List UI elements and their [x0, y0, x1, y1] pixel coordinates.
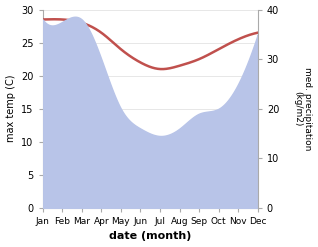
Y-axis label: max temp (C): max temp (C) [5, 75, 16, 143]
X-axis label: date (month): date (month) [109, 231, 191, 242]
Y-axis label: med. precipitation
(kg/m2): med. precipitation (kg/m2) [293, 67, 313, 150]
